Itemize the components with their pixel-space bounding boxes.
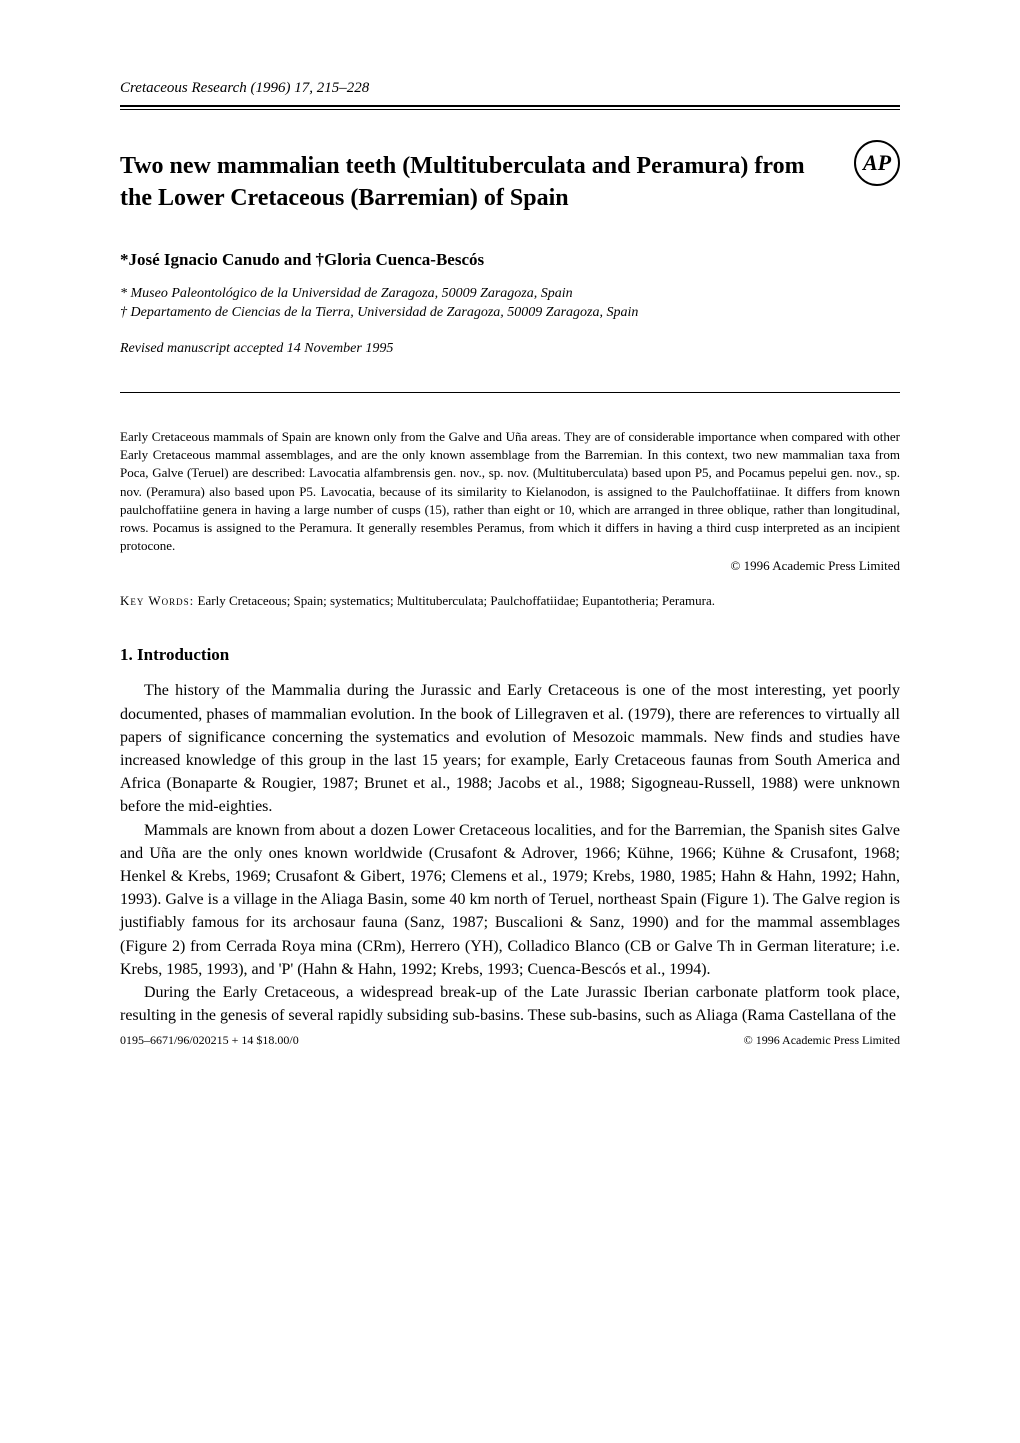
journal-citation-text: Cretaceous Research (1996) 17, 215–228 [120,80,369,96]
article-title: Two new mammalian teeth (Multituberculat… [120,150,900,215]
abstract-text: Early Cretaceous mammals of Spain are kn… [120,428,900,555]
affiliation-2: † Departamento de Ciencias de la Tierra,… [120,303,900,323]
revised-date: Revised manuscript accepted 14 November … [120,341,900,357]
section-heading-introduction: 1. Introduction [120,645,900,665]
page-footer: 0195–6671/96/020215 + 14 $18.00/0 © 1996… [120,1033,900,1048]
footer-right: © 1996 Academic Press Limited [744,1033,900,1048]
header-rule-thin [120,109,900,110]
header-rule-thick [120,105,900,107]
intro-para-2: Mammals are known from about a dozen Low… [120,819,900,981]
keywords: Key Words: Early Cretaceous; Spain; syst… [120,592,900,610]
authors: *José Ignacio Canudo and †Gloria Cuenca-… [120,250,900,270]
abstract-copyright: © 1996 Academic Press Limited [120,558,900,574]
keywords-text: Early Cretaceous; Spain; systematics; Mu… [194,593,715,608]
intro-para-1: The history of the Mammalia during the J… [120,679,900,818]
abstract-rule [120,392,900,393]
publisher-logo-icon: AP [854,140,900,186]
affiliation-1: * Museo Paleontológico de la Universidad… [120,284,900,304]
footer-left: 0195–6671/96/020215 + 14 $18.00/0 [120,1033,299,1048]
journal-citation: Cretaceous Research (1996) 17, 215–228 [120,80,900,97]
keywords-label: Key Words: [120,593,194,608]
intro-para-3: During the Early Cretaceous, a widesprea… [120,981,900,1027]
affiliations: * Museo Paleontológico de la Universidad… [120,284,900,323]
title-block: Two new mammalian teeth (Multituberculat… [120,150,900,215]
